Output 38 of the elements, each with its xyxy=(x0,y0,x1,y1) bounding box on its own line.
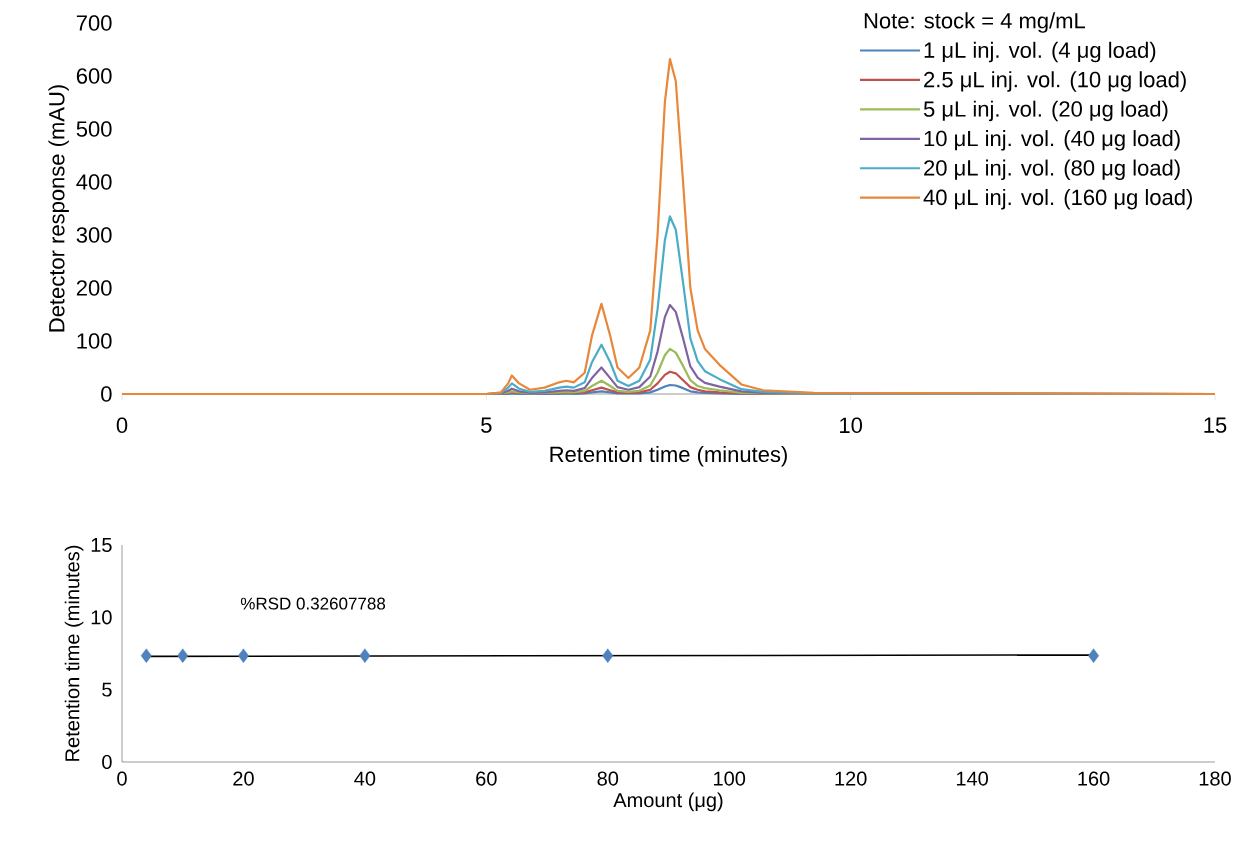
legend-label: 2.5 μL inj. vol. (10 μg load) xyxy=(924,71,1186,92)
y-tick-label: 15 xyxy=(91,538,112,552)
x-axis-title: Retention time (minutes) xyxy=(550,445,787,467)
y-axis-title: Retention time (minutes) xyxy=(64,545,84,761)
x-tick-label: 180 xyxy=(1199,771,1231,786)
x-tick-label: 20 xyxy=(233,771,254,786)
legend-title: Note: stock = 4 mg/mL xyxy=(864,12,1086,33)
x-tick-label: 10 xyxy=(840,417,863,434)
y-axis-title: Detector response (mAU) xyxy=(48,85,69,332)
x-tick-label: 5 xyxy=(481,417,492,433)
y-tick-label: 100 xyxy=(77,333,112,349)
x-tick-label: 0 xyxy=(116,417,128,434)
y-tick-label: 10 xyxy=(91,610,112,625)
y-tick-label: 400 xyxy=(76,174,112,190)
x-tick-label: 0 xyxy=(117,771,127,786)
y-tick-label: 0 xyxy=(102,754,112,770)
x-axis-title: Amount (μg) xyxy=(613,792,723,812)
x-tick-label: 80 xyxy=(597,771,619,786)
x-tick-label: 40 xyxy=(354,771,376,786)
legend-label: 5 μL inj. vol. (20 μg load) xyxy=(923,100,1168,122)
x-tick-label: 100 xyxy=(714,771,746,786)
legend-label: 40 μL inj. vol. (160 μg load) xyxy=(923,188,1192,210)
x-tick-label: 120 xyxy=(835,771,867,786)
y-tick-label: 600 xyxy=(76,68,112,84)
x-tick-label: 15 xyxy=(1204,417,1227,433)
y-tick-label: 300 xyxy=(76,227,112,243)
y-tick-label: 200 xyxy=(76,280,112,296)
y-tick-label: 700 xyxy=(76,15,112,31)
legend-label: 10 μL inj. vol. (40 μg load) xyxy=(924,130,1180,151)
legend-label: 20 μL inj. vol. (80 μg load) xyxy=(924,159,1180,181)
legend-label: 1 μL inj. vol. (4 μg load) xyxy=(924,41,1156,63)
annotation: %RSD 0.32607788 xyxy=(240,597,386,610)
x-tick-label: 140 xyxy=(956,771,988,786)
y-tick-label: 500 xyxy=(76,121,112,137)
x-tick-label: 160 xyxy=(1078,771,1110,786)
y-tick-label: 0 xyxy=(101,386,112,402)
x-tick-label: 60 xyxy=(476,771,497,786)
y-tick-label: 5 xyxy=(102,682,112,697)
